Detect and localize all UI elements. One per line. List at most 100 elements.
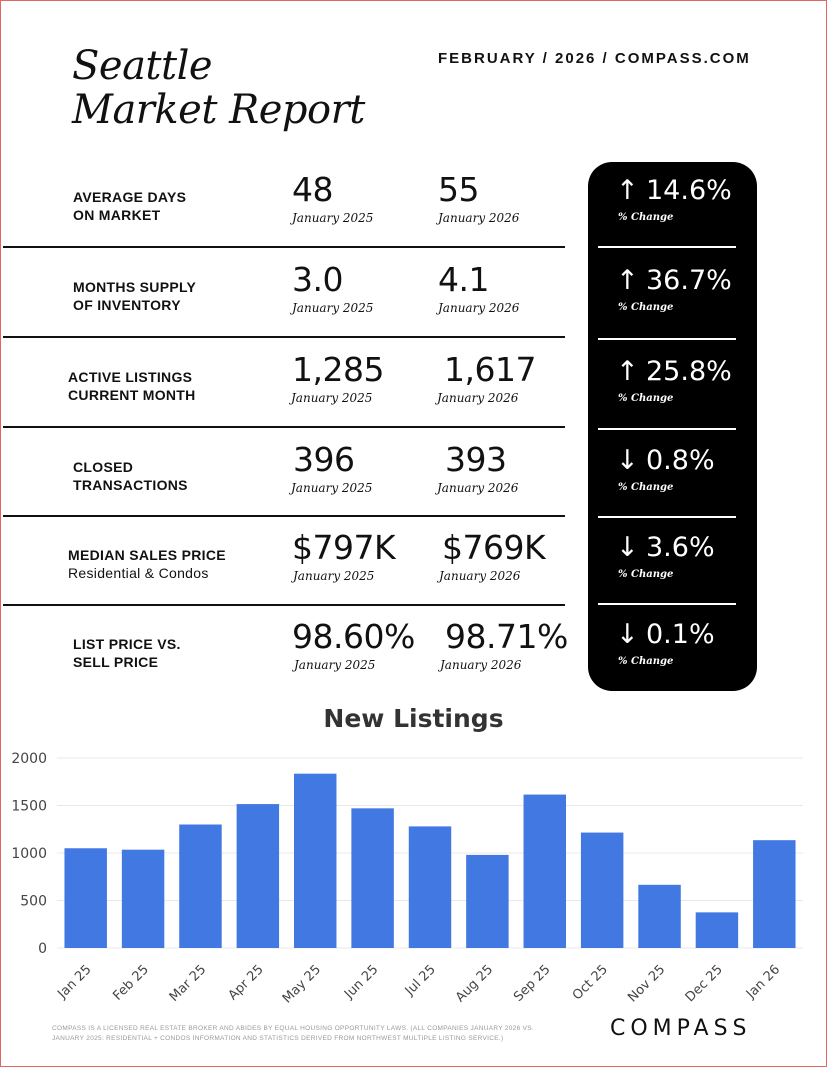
metric-label-line-1: MONTHS SUPPLY: [73, 279, 197, 295]
metric-row: MONTHS SUPPLY OF INVENTORY 3.0 4.1 January 2…: [0, 260, 565, 340]
percent-change-value: 25.8%: [646, 356, 732, 387]
bar: [638, 884, 681, 948]
metric-label-line-1: MEDIAN SALES PRICE: [68, 547, 226, 563]
row-divider: [3, 604, 565, 606]
percent-change-label: % Change: [618, 656, 674, 667]
value-2025: 98.60%: [292, 617, 415, 656]
percent-change-value: 0.8%: [646, 445, 715, 476]
metric-label: MEDIAN SALES PRICE Residential & Condos: [68, 546, 226, 582]
period-2026: January 2026: [440, 658, 522, 672]
metric-label: ACTIVE LISTINGS CURRENT MONTH: [68, 368, 196, 404]
percent-change: ↓ 0.1%: [616, 620, 715, 650]
x-tick-label: Jan 25: [54, 962, 94, 1002]
percent-change-label: % Change: [618, 569, 674, 580]
metric-label: LIST PRICE VS. SELL PRICE: [73, 635, 181, 671]
period-2025: January 2025: [291, 391, 373, 405]
row-divider: [3, 426, 565, 428]
arrow-up-icon: ↑: [616, 175, 639, 206]
arrow-down-icon: ↓: [616, 532, 639, 563]
row-divider: [3, 336, 565, 338]
percent-change-label: % Change: [618, 302, 674, 313]
x-tick-label: Jan 26: [743, 962, 783, 1002]
metric-label-line-2: OF INVENTORY: [73, 297, 181, 313]
disclaimer-line-2: JANUARY 2025: RESIDENTIAL + CONDOS INFOR…: [52, 1035, 504, 1042]
bar: [523, 794, 567, 948]
metric-label: CLOSED TRANSACTIONS: [73, 458, 188, 494]
row-divider: [3, 246, 565, 248]
bar: [695, 912, 739, 948]
metric-row: MEDIAN SALES PRICE Residential & Condos $7…: [0, 528, 565, 608]
metric-label-line-1: LIST PRICE VS.: [73, 636, 181, 652]
chart-title: New Listings: [323, 704, 504, 733]
value-2026: 98.71%: [445, 617, 568, 656]
percent-change-value: 36.7%: [646, 265, 732, 296]
arrow-up-icon: ↑: [616, 265, 639, 296]
x-tick-label: May 25: [280, 962, 324, 1006]
percent-change-value: 0.1%: [646, 619, 715, 650]
period-2026: January 2026: [439, 569, 521, 583]
value-2025: 396: [293, 440, 355, 479]
panel-divider: [598, 246, 736, 248]
y-tick-label: 1000: [11, 846, 47, 862]
x-tick-label: Feb 25: [110, 962, 152, 1004]
bar: [580, 832, 624, 948]
new-listings-chart: 0 500 1000 1500 2000 Jan 25 Feb 25 Mar 25 Apr 25…: [11, 751, 803, 1006]
metric-label-line-2: CURRENT MONTH: [68, 387, 196, 403]
y-tick-label: 500: [20, 894, 47, 910]
period-2025: January 2025: [291, 481, 373, 495]
y-tick-label: 2000: [11, 751, 47, 767]
x-tick-label: Aug 25: [453, 962, 496, 1005]
metric-label-line-1: AVERAGE DAYS: [73, 189, 187, 205]
bar: [64, 848, 107, 948]
percent-change: ↑ 14.6%: [616, 176, 732, 206]
metric-label-line-2: ON MARKET: [73, 207, 161, 223]
panel-divider: [598, 428, 736, 430]
metric-row: ACTIVE LISTINGS CURRENT MONTH 1,285 1,617 Ja…: [0, 350, 565, 430]
metric-label: MONTHS SUPPLY OF INVENTORY: [73, 278, 196, 314]
x-tick-label: Jul 25: [402, 962, 439, 999]
bar: [753, 840, 796, 948]
report-title: Seattle Market Report: [72, 44, 365, 132]
percent-change: ↑ 36.7%: [616, 266, 732, 296]
period-2025: January 2025: [294, 658, 376, 672]
title-line-2: Market Report: [72, 87, 365, 133]
bar: [466, 854, 509, 948]
metric-label-line-1: ACTIVE LISTINGS: [68, 369, 193, 385]
arrow-down-icon: ↓: [616, 619, 639, 650]
header-info: FEBRUARY / 2026 / COMPASS.COM: [438, 50, 751, 67]
percent-change-value: 3.6%: [646, 532, 715, 563]
metric-label: AVERAGE DAYS ON MARKET: [73, 188, 186, 224]
period-2025: January 2025: [292, 301, 374, 315]
period-2026: January 2026: [438, 211, 520, 225]
compass-logo: COMPASS: [610, 1016, 752, 1041]
value-2025: 3.0: [292, 260, 343, 299]
arrow-down-icon: ↓: [616, 445, 639, 476]
x-tick-label: Apr 25: [226, 962, 267, 1003]
value-2026: 1,617: [444, 350, 536, 389]
x-tick-label: Mar 25: [167, 962, 210, 1005]
change-panel: ↑ 14.6%% Change ↑ 36.7%% Change ↑ 25.8%% Chan…: [588, 162, 757, 691]
bar: [236, 804, 280, 948]
metric-label-line-2: SELL PRICE: [73, 654, 159, 670]
panel-divider: [598, 603, 736, 605]
percent-change-label: % Change: [618, 212, 674, 223]
value-2025: $797K: [292, 528, 396, 567]
metric-row: AVERAGE DAYS ON MARKET 48 55 January 2025 Jan…: [0, 170, 565, 250]
x-tick-label: Dec 25: [683, 962, 726, 1005]
arrow-up-icon: ↑: [616, 356, 639, 387]
value-2026: 55: [438, 170, 480, 209]
panel-divider: [598, 516, 736, 518]
row-divider: [3, 515, 565, 517]
percent-change-value: 14.6%: [646, 175, 732, 206]
percent-change-label: % Change: [618, 393, 674, 404]
period-2025: January 2025: [293, 569, 375, 583]
bar: [351, 808, 394, 948]
value-2025: 48: [292, 170, 334, 209]
period-2026: January 2026: [437, 391, 519, 405]
value-2026: $769K: [442, 528, 546, 567]
period-2026: January 2026: [438, 301, 520, 315]
percent-change: ↓ 0.8%: [616, 446, 715, 476]
value-2026: 4.1: [438, 260, 489, 299]
metric-row: LIST PRICE VS. SELL PRICE 98.60% 98.71% Janu…: [0, 617, 568, 697]
period-2026: January 2026: [437, 481, 519, 495]
